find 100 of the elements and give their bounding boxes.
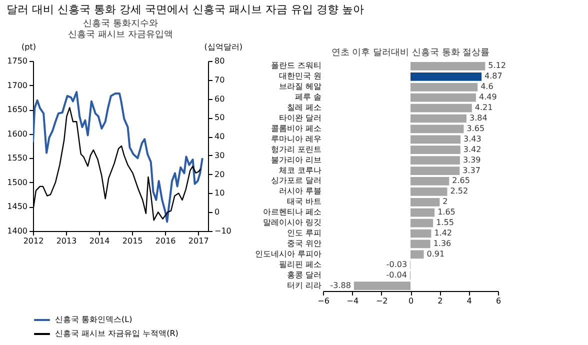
y-tick-label: 터키 리라 [286,280,322,290]
data-label: 1.65 [438,208,456,217]
x-tick-label: −4 [346,296,359,306]
bar [410,188,448,196]
x-tick-label: 2012 [23,236,44,246]
chart-title: 연초 이후 달러대비 신흥국 통화 절상률 [331,48,490,58]
legend-label: 신흥국 통화인덱스(L) [55,315,132,324]
y-tick-label: 태국 바트 [286,197,322,206]
data-label: 0.91 [426,249,445,258]
data-label: 3.42 [463,144,482,154]
y2-tick-label: 20 [214,170,225,179]
y-tick-label: 1550 [7,154,28,163]
data-label: 4.21 [474,103,493,112]
x-tick-label: 0 [408,296,414,306]
y-tick-label: 인도 루피 [286,228,322,238]
y-tick-label: 필리핀 페소 [278,260,322,269]
text: 달러 대비 신흥국 통화 강세 국면에서 신흥국 패시브 자금 유입 경향 높아 [6,3,364,16]
y-tick-label: 1750 [7,56,28,66]
bar [410,124,464,134]
bar [410,166,460,175]
bar [410,229,432,238]
y-tick-label: 칠레 페소 [286,103,322,112]
y-tick-label: 불가리아 리브 [270,155,322,164]
data-label: 2 [442,197,448,206]
y-tick-label: 러시아 루블 [278,186,322,196]
y2-tick-label: 70 [214,75,225,84]
y-tick-label: 콜롬비아 페소 [270,124,322,133]
y2-tick-label: 80 [214,56,225,66]
y-tick-label: 중국 위안 [286,238,322,248]
y2-tick-label: 0 [214,208,220,217]
data-label: 1.55 [436,218,454,228]
bar [410,198,440,206]
data-label: 4.87 [484,72,502,81]
data-label: 1.42 [434,228,452,238]
data-label: 3.43 [464,134,482,144]
data-label: 3.37 [462,166,480,175]
data-label: -0.03 [386,260,408,269]
data-label: 4.49 [478,92,497,102]
bar [410,135,461,144]
bar [410,114,466,123]
x-tick-label: 2015 [122,236,143,246]
y-tick-label: 1600 [7,129,28,138]
y-tick-label: 폴란드 즈워티 [270,61,322,70]
x-tick-label: 6 [496,296,502,306]
data-label: 4.6 [480,82,494,92]
y2-tick-label: 50 [214,113,225,122]
data-label: 3.39 [462,155,481,164]
y-tick-label: 1500 [7,178,28,187]
y-tick-label: 대한민국 원 [278,72,322,81]
x-tick-label: 4 [466,296,472,306]
data-label: 2.52 [450,186,468,196]
data-label: 1.36 [433,238,452,248]
y-tick-label: 싱가포르 달러 [270,176,322,186]
data-label: 5.12 [488,61,506,70]
data-label: 3.84 [470,114,488,122]
y2-tick-label: −10 [214,226,232,236]
y-tick-label: 브라질 헤알 [278,82,322,92]
y-tick-label: 말레이시아 링깃 [262,218,322,228]
x-tick-label: 2014 [89,236,110,246]
x-tick-label: 2017 [188,236,209,246]
bar [410,82,478,92]
y-tick-label: 1700 [7,80,28,90]
y-tick-label: 루마니아 레우 [270,134,322,144]
y-tick-label: 1650 [7,105,28,114]
x-tick-label: −2 [376,296,388,306]
y-tick-label: 페루 솔 [294,92,322,102]
y2-tick-label: 60 [214,94,225,104]
bar [354,282,410,290]
y-tick-label: 인도네시아 루피아 [254,249,322,258]
y-tick-label: 타이완 달러 [278,114,322,122]
y-tick-label: 홍콩 달러 [286,270,322,280]
bar [410,208,435,217]
y-tick-label: 헝가리 포린트 [270,144,322,154]
data-label: -3.88 [330,280,351,290]
y-tick-label: 1400 [7,226,28,236]
y2-tick-label: 10 [214,188,225,198]
y-tick-label: 체코 코루나 [278,166,322,175]
x-tick-label: 2013 [56,236,77,246]
bar [410,250,424,259]
y-tick-label: 1450 [7,202,28,212]
bar [410,177,450,186]
legend-label: 신흥국 패시브 자금유입 누적액(R) [55,329,178,338]
bar [410,93,476,102]
y2-tick-label: 40 [214,132,225,142]
bar [410,156,460,164]
x-tick-label: 2016 [155,236,176,246]
bar [410,62,486,70]
bar [410,72,482,81]
bar [410,104,472,112]
y-tick-label: 아르헨티나 페소 [262,208,322,217]
chart-title: 신흥국 통화지수와 신흥국 패시브 자금유입액 [68,19,173,40]
y2-axis-title: (십억달러) [204,42,242,52]
bar [410,218,434,228]
bar [410,146,460,154]
x-tick-label: −6 [318,296,330,306]
y2-tick-label: 30 [214,150,225,160]
bar [410,240,430,248]
data-label: 2.65 [452,176,470,186]
data-label: 3.65 [466,124,485,133]
data-label: -0.04 [386,270,407,280]
